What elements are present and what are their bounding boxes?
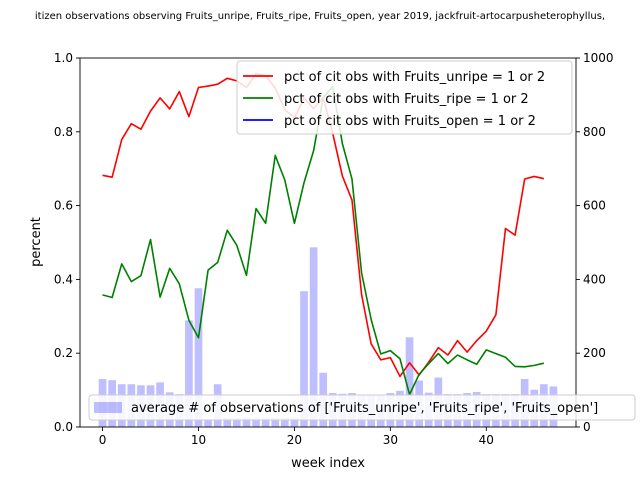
y-tick-label: 0.0 <box>54 420 73 434</box>
y-tick-label: 1.0 <box>54 51 73 65</box>
y-tick-label: 0.6 <box>54 199 73 213</box>
obs-bar <box>280 417 289 427</box>
obs-bar <box>405 337 414 427</box>
obs-bar <box>185 320 193 427</box>
bar-legend-label: average # of observations of ['Fruits_un… <box>131 401 598 416</box>
obs-bar <box>300 291 308 427</box>
y-tick-label: 0.2 <box>54 346 73 360</box>
y2-tick-label: 0 <box>583 420 591 434</box>
plot-frame <box>79 57 577 428</box>
obs-bar <box>223 417 232 427</box>
obs-bar <box>204 419 212 427</box>
obs-bar <box>271 417 280 427</box>
obs-bar <box>233 417 241 427</box>
obs-bar <box>290 417 299 427</box>
obs-bar <box>252 417 260 427</box>
legend-label: pct of cit obs with Fruits_ripe = 1 or 2 <box>284 92 529 107</box>
obs-bar <box>242 417 251 427</box>
x-tick-label: 40 <box>479 433 494 447</box>
y-tick-label: 0.8 <box>54 125 73 139</box>
chart-title: itizen observations observing Fruits_unr… <box>35 11 605 22</box>
y2-tick-label: 1000 <box>583 51 614 65</box>
x-tick-label: 0 <box>99 433 107 447</box>
x-tick-label: 10 <box>191 433 206 447</box>
y2-tick-label: 600 <box>583 199 606 213</box>
y2-tick-label: 800 <box>583 125 606 139</box>
y-tick-label: 0.4 <box>54 272 73 286</box>
legend-label: pct of cit obs with Fruits_unripe = 1 or… <box>284 70 545 85</box>
x-tick-label: 20 <box>287 433 302 447</box>
y-axis-label: percent <box>29 217 44 267</box>
line-legend-box <box>236 60 573 135</box>
obs-bar <box>194 288 203 427</box>
obs-bar <box>309 247 318 427</box>
y2-tick-label: 400 <box>583 272 606 286</box>
x-tick-label: 30 <box>383 433 398 447</box>
legend-label: pct of cit obs with Fruits_open = 1 or 2 <box>284 114 536 129</box>
x-axis-label: week index <box>291 456 365 471</box>
bar-legend-box <box>88 394 636 421</box>
bar-legend-swatch <box>94 402 122 413</box>
obs-bar <box>261 417 270 427</box>
y2-tick-label: 200 <box>583 346 606 360</box>
